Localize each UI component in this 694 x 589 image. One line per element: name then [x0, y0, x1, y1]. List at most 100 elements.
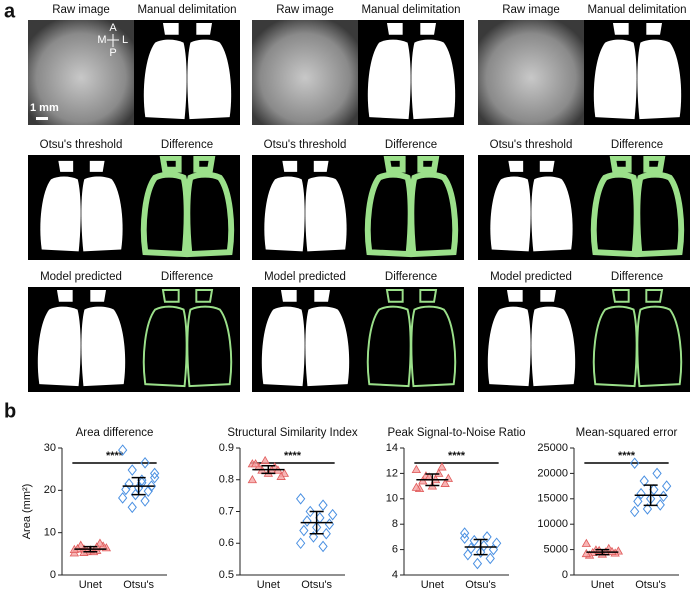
chart-title: Peak Signal-to-Noise Ratio — [387, 427, 525, 439]
y-tick-label: 0 — [50, 569, 56, 581]
point — [124, 478, 134, 490]
point — [127, 501, 137, 514]
panel-label: a — [4, 0, 16, 22]
y-tick-label: 0 — [562, 569, 568, 581]
x-tick-label: Otsu's — [301, 579, 332, 589]
image-label: Difference — [385, 271, 437, 283]
image-label: Raw image — [52, 4, 110, 16]
point — [305, 505, 315, 518]
point — [463, 548, 473, 561]
image-label: Model predicted — [490, 271, 572, 283]
point — [328, 508, 338, 521]
y-tick-label: 0.7 — [219, 505, 234, 517]
scale-bar-label: 1 mm — [30, 102, 59, 114]
point — [460, 532, 470, 544]
point — [321, 527, 331, 540]
y-tick-label: 25000 — [537, 442, 568, 454]
error-bar — [309, 510, 324, 535]
point — [655, 499, 665, 511]
point — [411, 464, 422, 473]
point — [639, 475, 649, 487]
point — [411, 482, 422, 491]
point — [633, 495, 643, 508]
point — [630, 457, 640, 470]
scale-bar — [36, 117, 48, 120]
y-tick-label: 8 — [392, 518, 398, 530]
y-tick-label: 30 — [44, 442, 56, 454]
point — [140, 495, 150, 507]
y-tick-label: 0.5 — [219, 569, 234, 581]
point — [121, 483, 131, 496]
orientation-p: P — [109, 47, 116, 59]
orientation-l: L — [122, 34, 128, 46]
y-tick-label: 12 — [386, 467, 398, 479]
image-label: Manual delimitation — [587, 4, 686, 16]
point — [143, 485, 153, 497]
image-label: Model predicted — [40, 271, 122, 283]
image-label: Difference — [611, 139, 663, 151]
point — [662, 480, 672, 492]
x-tick-label: Otsu's — [465, 579, 496, 589]
point — [318, 499, 328, 511]
image-label: Difference — [385, 139, 437, 151]
image-label: Difference — [161, 139, 213, 151]
image-label: Raw image — [502, 4, 560, 16]
point — [140, 457, 150, 469]
x-tick-label: Unet — [421, 579, 444, 589]
image-label: Otsu's threshold — [40, 139, 123, 151]
point — [296, 492, 306, 505]
point — [247, 474, 258, 484]
significance-label: **** — [106, 450, 124, 462]
error-bar — [83, 545, 98, 553]
point — [146, 480, 157, 492]
y-tick-label: 5000 — [544, 544, 568, 556]
point — [485, 552, 495, 565]
image-background — [28, 20, 134, 125]
image-label: Difference — [161, 271, 213, 283]
point — [296, 537, 306, 550]
point — [250, 459, 261, 468]
chart-title: Structural Similarity Index — [227, 427, 358, 439]
error-bar — [595, 548, 610, 556]
y-tick-label: 20000 — [537, 467, 568, 479]
x-tick-label: Otsu's — [635, 579, 666, 589]
y-tick-label: 0.9 — [219, 442, 234, 454]
y-tick-label: 10 — [386, 493, 398, 505]
y-tick-label: 10000 — [537, 518, 568, 530]
y-axis-label: Area (mm²) — [21, 484, 33, 540]
image-label: Difference — [611, 271, 663, 283]
orientation-m: M — [97, 34, 106, 46]
point — [276, 471, 286, 480]
image-label: Otsu's threshold — [264, 139, 347, 151]
point — [437, 462, 447, 471]
point — [482, 531, 492, 543]
image-label: Otsu's threshold — [490, 139, 573, 151]
x-tick-label: Otsu's — [123, 579, 154, 589]
point — [299, 524, 309, 537]
y-tick-label: 10 — [44, 527, 56, 539]
image-label: Model predicted — [264, 271, 346, 283]
chart-title: Mean-squared error — [576, 427, 678, 439]
point — [318, 540, 328, 553]
point — [324, 518, 335, 531]
image-label: Raw image — [276, 4, 334, 16]
chart-title: Area difference — [76, 427, 154, 439]
point — [460, 527, 470, 539]
significance-label: **** — [448, 450, 466, 462]
x-tick-label: Unet — [591, 579, 614, 589]
x-tick-label: Unet — [79, 579, 102, 589]
image-label: Manual delimitation — [137, 4, 236, 16]
y-tick-label: 6 — [392, 544, 398, 556]
point — [302, 515, 312, 527]
point — [127, 464, 137, 476]
point — [476, 546, 486, 558]
significance-label: **** — [618, 450, 636, 462]
error-bar — [425, 473, 440, 487]
orientation: A M L P 1 mm — [30, 22, 128, 120]
y-tick-label: 4 — [392, 569, 398, 581]
image-background — [252, 20, 358, 125]
image-background — [478, 20, 584, 125]
point — [642, 503, 653, 515]
error-bar — [261, 465, 276, 475]
